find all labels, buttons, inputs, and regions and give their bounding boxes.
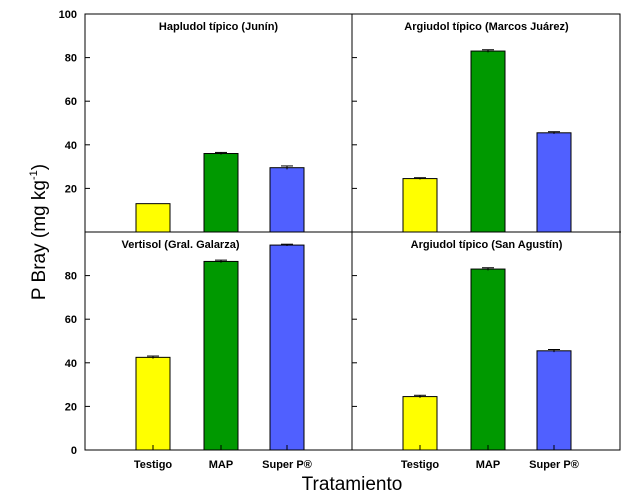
y-tick-label: 100 — [59, 9, 77, 21]
ticks-layer: 100 80 60 40 20 80 60 40 20 0 Testigo MAP Super P® Te… — [59, 9, 579, 471]
x-tick-label: Super P® — [262, 459, 312, 471]
panel-titles-layer: Hapludol típico (Junín) Argiudol típico (… — [122, 21, 570, 251]
panel-title: Vertisol (Gral. Galarza) — [122, 239, 240, 251]
bar — [135, 356, 171, 451]
bars-layer — [135, 49, 572, 451]
bar — [470, 268, 506, 451]
y-tick-label: 60 — [65, 314, 77, 326]
y-tick-label: 40 — [65, 140, 77, 152]
y-tick-label: 40 — [65, 358, 77, 370]
y-tick-label: 20 — [65, 183, 77, 195]
x-tick-label: MAP — [476, 459, 500, 471]
bar — [203, 260, 239, 451]
bar — [203, 153, 239, 233]
y-tick-label: 20 — [65, 401, 77, 413]
x-tick-label: Testigo — [134, 459, 173, 471]
bar — [470, 50, 506, 233]
y-tick-label: 60 — [65, 96, 77, 108]
bar — [402, 396, 438, 451]
y-tick-label: 80 — [65, 271, 77, 283]
x-tick-label: Super P® — [529, 459, 579, 471]
bar — [269, 244, 305, 451]
panel-title: Argiudol típico (San Agustín) — [411, 239, 563, 251]
x-tick-label: Testigo — [401, 459, 440, 471]
bar — [536, 132, 572, 233]
x-tick-label: MAP — [209, 459, 233, 471]
bar — [135, 203, 171, 233]
x-axis-title: Tratamiento — [302, 474, 403, 495]
bar — [402, 178, 438, 233]
panel-title: Hapludol típico (Junín) — [159, 21, 278, 33]
y-axis-title-main: P Bray (mg kg — [29, 180, 50, 300]
bar — [536, 350, 572, 451]
y-tick-label: 0 — [71, 445, 77, 457]
bar — [269, 167, 305, 233]
y-tick-label: 80 — [65, 53, 77, 65]
y-axis-title-superscript: -1 — [28, 170, 40, 180]
y-axis-title: P Bray (mg kg-1) — [28, 164, 50, 300]
y-axis-title-end: ) — [29, 164, 50, 170]
panel-title: Argiudol típico (Marcos Juárez) — [404, 21, 569, 33]
